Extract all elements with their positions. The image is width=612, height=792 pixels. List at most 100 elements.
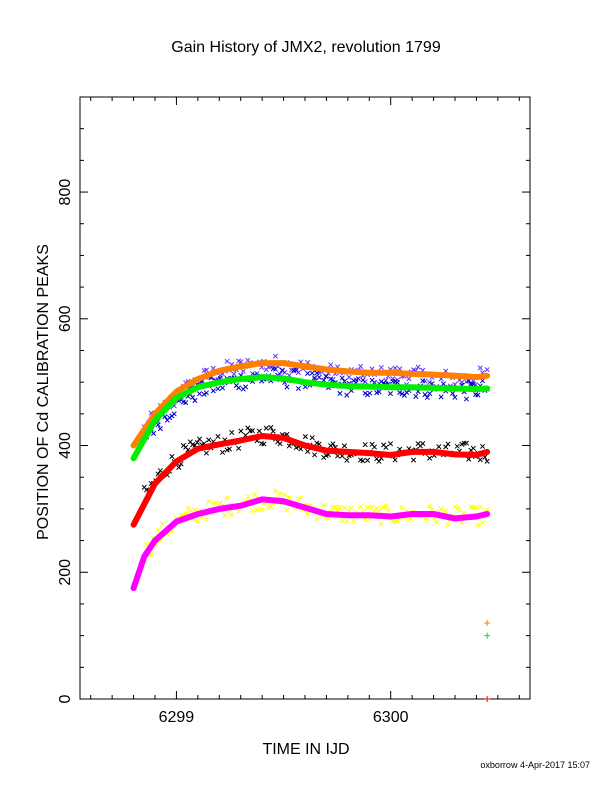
- y-tick-label: 400: [57, 432, 74, 459]
- data-point: [420, 441, 426, 447]
- series-7: [130, 433, 491, 528]
- data-point: [295, 385, 302, 392]
- data-point: [183, 400, 189, 406]
- data-point: [150, 430, 157, 436]
- data-point: [203, 390, 209, 396]
- series-6: [130, 374, 491, 462]
- data-point: [463, 396, 469, 402]
- data-point: [286, 494, 292, 501]
- data-point: [443, 508, 449, 514]
- data-point: [475, 522, 481, 528]
- series-layer: [130, 353, 491, 702]
- data-point: [259, 506, 265, 512]
- data-point: [452, 394, 458, 400]
- data-point: [477, 365, 483, 371]
- data-point: [171, 411, 177, 417]
- data-point: [245, 493, 251, 500]
- data-point: [346, 374, 352, 380]
- data-point: [399, 505, 405, 511]
- data-point: [298, 495, 304, 501]
- data-point: [238, 428, 244, 434]
- data-point: [341, 443, 348, 449]
- data-point: [344, 518, 350, 525]
- data-point: [392, 457, 398, 463]
- data-point: [335, 453, 341, 459]
- data-point: [196, 436, 203, 442]
- data-point: [194, 518, 200, 524]
- y-tick-label: 600: [57, 305, 74, 332]
- data-point: [219, 449, 226, 455]
- data-point: [272, 353, 278, 359]
- data-point: [265, 505, 272, 511]
- data-point: [155, 527, 161, 533]
- data-point: [355, 376, 361, 382]
- data-point: [358, 504, 364, 510]
- data-point: [420, 378, 426, 384]
- data-point: [176, 464, 182, 471]
- data-point: [477, 457, 483, 463]
- data-point: [387, 441, 394, 447]
- data-point: [344, 457, 350, 463]
- data-point: [383, 503, 389, 509]
- data-point: [210, 388, 216, 394]
- data-point: [383, 444, 389, 450]
- data-point: [314, 516, 320, 522]
- y-axis-label: POSITION OF Cd CALIBRATION PEAKS: [35, 244, 52, 540]
- data-point: [360, 377, 366, 383]
- data-point: [376, 389, 382, 395]
- data-point: [328, 362, 334, 368]
- data-point: [157, 426, 163, 432]
- series-line: [130, 360, 491, 449]
- data-point: [215, 386, 221, 392]
- data-point: [362, 442, 368, 448]
- data-point: [312, 452, 318, 458]
- data-point: [219, 385, 226, 391]
- data-point: [337, 390, 343, 397]
- data-point: [450, 390, 456, 396]
- data-point: [305, 448, 311, 455]
- data-point: [249, 428, 255, 434]
- data-point: [424, 516, 430, 522]
- data-point: [194, 440, 200, 446]
- data-point: [390, 378, 396, 385]
- data-point: [410, 457, 417, 463]
- data-point: [367, 390, 373, 396]
- plus-marker: [484, 619, 491, 626]
- data-point: [436, 444, 442, 450]
- data-point: [433, 519, 440, 525]
- data-point: [364, 457, 371, 463]
- data-point: [399, 391, 405, 397]
- data-point: [348, 388, 354, 394]
- data-point: [196, 391, 203, 397]
- data-point: [459, 519, 465, 526]
- data-point: [213, 500, 219, 506]
- y-tick-label: 200: [57, 559, 74, 586]
- data-point: [229, 512, 235, 518]
- data-point: [438, 506, 444, 512]
- data-point: [477, 504, 483, 510]
- data-point: [282, 492, 288, 498]
- data-point: [256, 428, 262, 434]
- data-point: [229, 429, 235, 436]
- y-tick-label: 0: [57, 694, 74, 703]
- data-point: [456, 507, 463, 513]
- data-point: [160, 521, 166, 527]
- data-point: [203, 450, 209, 456]
- y-tick-label: 800: [57, 179, 74, 206]
- data-point: [454, 443, 460, 449]
- data-point: [206, 498, 212, 504]
- data-point: [364, 505, 371, 511]
- series-line: [130, 374, 491, 462]
- data-point: [337, 504, 343, 511]
- data-point: [203, 517, 209, 523]
- data-point: [376, 508, 382, 514]
- data-point: [438, 394, 444, 400]
- data-point: [385, 507, 391, 513]
- data-point: [371, 444, 377, 450]
- data-point: [445, 441, 451, 447]
- data-point: [406, 376, 412, 382]
- plus-marker: [484, 696, 491, 702]
- data-point: [330, 441, 336, 447]
- data-point: [362, 379, 368, 385]
- data-point: [305, 370, 311, 376]
